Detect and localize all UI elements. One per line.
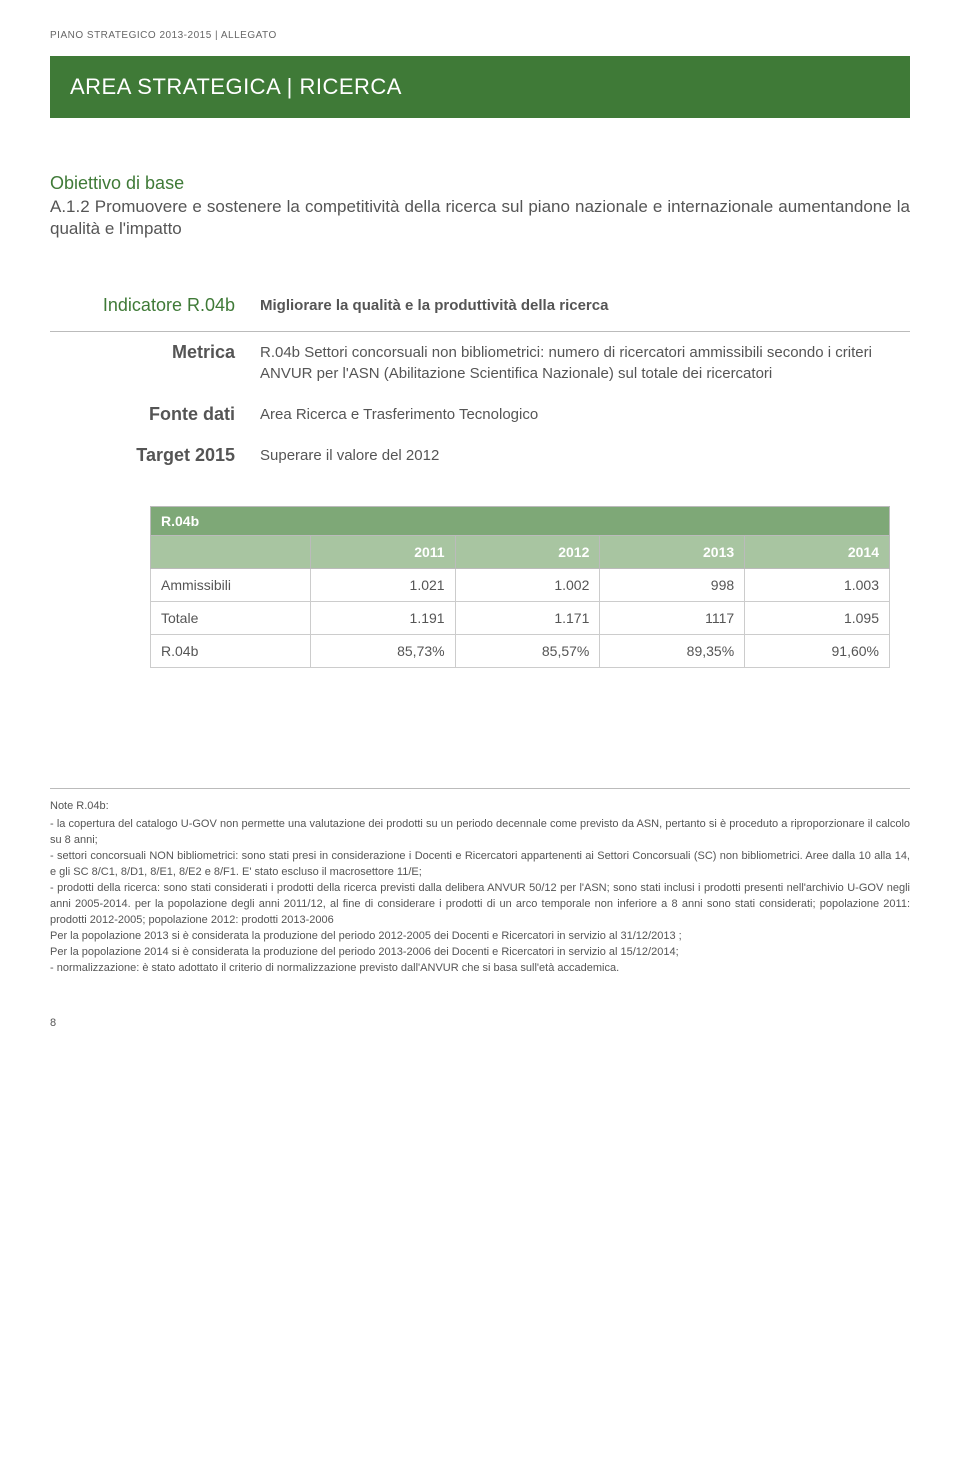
col-header <box>151 536 311 569</box>
target-value: Superare il valore del 2012 <box>260 435 910 476</box>
data-table-body: Ammissibili 1.021 1.002 998 1.003 Totale… <box>151 569 890 668</box>
cell: 1.095 <box>745 602 890 635</box>
table-row: R.04b 85,73% 85,57% 89,35% 91,60% <box>151 635 890 668</box>
data-table: R.04b 2011 2012 2013 2014 Ammissibili 1.… <box>150 506 890 668</box>
data-table-title: R.04b <box>151 507 890 536</box>
fonte-label: Fonte dati <box>50 394 260 435</box>
note-line: - la copertura del catalogo U-GOV non pe… <box>50 817 910 849</box>
metric-label: Metrica <box>50 332 260 395</box>
indicator-label: Indicatore R.04b <box>50 285 260 332</box>
col-header: 2014 <box>745 536 890 569</box>
objective-description: A.1.2 Promuovere e sostenere la competit… <box>50 196 910 240</box>
cell: R.04b <box>151 635 311 668</box>
notes-block: Note R.04b: - la copertura del catalogo … <box>50 788 910 976</box>
document-title: AREA STRATEGICA | RICERCA <box>50 56 910 118</box>
note-line: - normalizzazione: è stato adottato il c… <box>50 961 910 977</box>
cell: 1.003 <box>745 569 890 602</box>
cell: Totale <box>151 602 311 635</box>
cell: 1.191 <box>310 602 455 635</box>
target-label: Target 2015 <box>50 435 260 476</box>
table-row: Totale 1.191 1.171 1117 1.095 <box>151 602 890 635</box>
note-line: Per la popolazione 2014 si è considerata… <box>50 945 910 961</box>
note-line: - settori concorsuali NON bibliometrici:… <box>50 849 910 881</box>
metric-value: R.04b Settori concorsuali non bibliometr… <box>260 332 910 395</box>
cell: Ammissibili <box>151 569 311 602</box>
page-header: PIANO STRATEGICO 2013-2015 | ALLEGATO <box>50 30 910 41</box>
note-line: Per la popolazione 2013 si è considerata… <box>50 929 910 945</box>
cell: 85,57% <box>455 635 600 668</box>
indicator-value: Migliorare la qualità e la produttività … <box>260 285 910 332</box>
col-header: 2013 <box>600 536 745 569</box>
notes-title: Note R.04b: <box>50 799 910 815</box>
note-line: - prodotti della ricerca: sono stati con… <box>50 881 910 929</box>
cell: 85,73% <box>310 635 455 668</box>
cell: 91,60% <box>745 635 890 668</box>
page-number: 8 <box>50 1017 910 1029</box>
indicator-table: Indicatore R.04b Migliorare la qualità e… <box>50 285 910 476</box>
cell: 1.002 <box>455 569 600 602</box>
cell: 998 <box>600 569 745 602</box>
cell: 1.021 <box>310 569 455 602</box>
table-row: Ammissibili 1.021 1.002 998 1.003 <box>151 569 890 602</box>
cell: 89,35% <box>600 635 745 668</box>
data-table-header-row: 2011 2012 2013 2014 <box>151 536 890 569</box>
fonte-value: Area Ricerca e Trasferimento Tecnologico <box>260 394 910 435</box>
cell: 1.171 <box>455 602 600 635</box>
cell: 1117 <box>600 602 745 635</box>
col-header: 2012 <box>455 536 600 569</box>
objective-label: Obiettivo di base <box>50 173 910 194</box>
col-header: 2011 <box>310 536 455 569</box>
